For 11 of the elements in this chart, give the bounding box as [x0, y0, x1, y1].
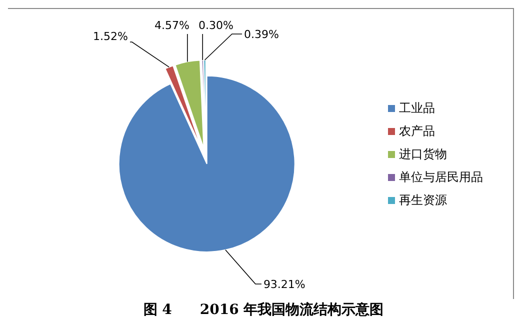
legend-label: 单位与居民用品	[399, 170, 483, 184]
legend-label: 工业品	[399, 100, 435, 114]
data-label: 0.39%	[244, 28, 279, 41]
data-label: 0.30%	[198, 19, 234, 32]
data-label: 93.21%	[263, 278, 306, 291]
data-label: 1.52%	[93, 30, 128, 43]
legend-label: 农产品	[399, 124, 435, 138]
legend-label: 再生资源	[399, 192, 447, 206]
text: 图 4 2016 年我国物流结构示意图	[142, 301, 385, 319]
data-label: 4.57%	[154, 19, 190, 32]
legend-label: 进口货物	[399, 146, 447, 160]
